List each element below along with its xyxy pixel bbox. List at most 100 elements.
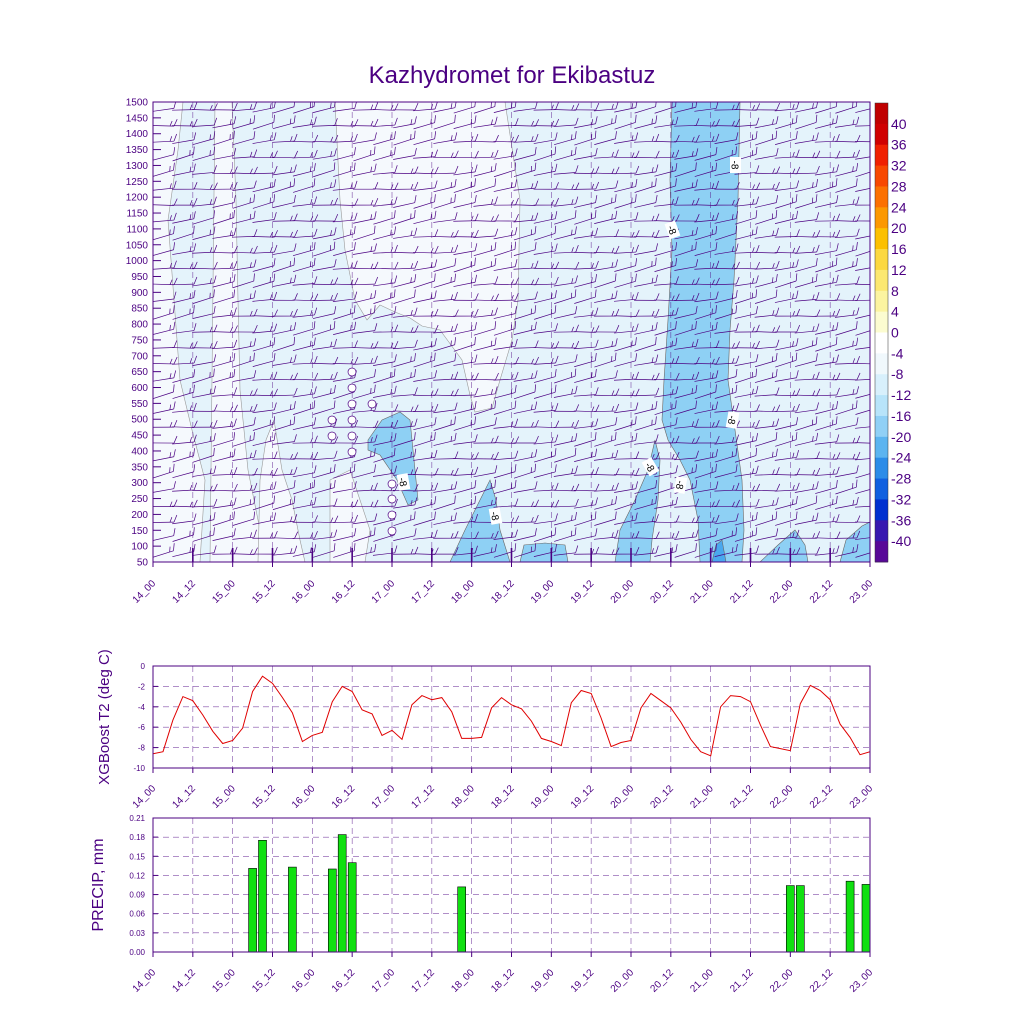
wind-barb-flag [450, 182, 453, 188]
wind-barb-flag [430, 262, 433, 268]
wind-barb [694, 481, 719, 493]
wind-barb-flag [370, 214, 373, 220]
wind-barb-shaft [674, 550, 696, 558]
wind-barb-flag [812, 231, 816, 238]
wind-barb [774, 290, 799, 303]
wind-barb-flag [776, 116, 779, 124]
wind-barb [493, 197, 519, 206]
wind-barb [413, 529, 438, 540]
wind-barb-shaft [714, 520, 737, 525]
wind-barb-shaft [153, 249, 174, 256]
wind-barb-flag [554, 225, 557, 234]
wind-barb-flag [611, 247, 615, 253]
wind-barb [153, 384, 175, 400]
wind-barb [614, 416, 637, 431]
wind-barb-flag [514, 102, 517, 108]
wind-barb-flag [873, 200, 875, 205]
wind-barb-flag [534, 321, 537, 330]
wind-barb-flag [772, 168, 775, 174]
wind-barb-flag [394, 165, 398, 173]
wind-barb-flag [491, 437, 494, 444]
wind-barb-flag [310, 216, 314, 222]
wind-barb-shaft [775, 138, 797, 145]
wind-barb-shaft [714, 233, 736, 241]
wind-barb-flag [530, 467, 532, 473]
wind-barb [774, 370, 799, 382]
contour-label: -8 [488, 507, 503, 525]
wind-barb [332, 180, 358, 191]
wind-barb-flag [209, 485, 213, 491]
wind-barb-flag [470, 454, 474, 460]
wind-barb-flag [736, 482, 740, 491]
wind-barb-flag [715, 321, 718, 330]
wind-barb [513, 321, 537, 335]
wind-barb [393, 368, 416, 383]
wind-barb-shaft [153, 204, 175, 206]
x-tick-label: 16_00 [290, 578, 318, 606]
wind-barb-flag [695, 400, 697, 409]
contour-label: -8 [664, 220, 681, 240]
wind-barb-flag [374, 464, 376, 472]
wind-barb-shaft [252, 315, 275, 317]
y-tick-label: 650 [131, 367, 148, 378]
wind-barb-shaft [453, 202, 476, 208]
wind-barb-flag [253, 370, 257, 378]
wind-barb-flag [554, 305, 557, 313]
wind-barb [634, 372, 660, 381]
wind-barb [393, 497, 418, 509]
wind-barb-flag [294, 372, 298, 380]
wind-barb-shaft [573, 202, 596, 208]
wind-barb-flag [735, 369, 738, 377]
wind-barb-flag [715, 528, 718, 536]
wind-barb [232, 149, 258, 159]
wind-barb-shaft [453, 156, 476, 159]
wind-barb [774, 496, 798, 510]
wind-barb-flag [812, 533, 816, 539]
wind-barb-flag [330, 245, 332, 251]
wind-barb-flag [193, 211, 196, 219]
wind-barb [212, 325, 238, 333]
wind-barb [613, 230, 640, 238]
wind-barb-flag [591, 406, 595, 412]
wind-barb-flag [410, 548, 414, 555]
wind-barb-flag [554, 384, 557, 393]
wind-barb-flag [655, 401, 658, 409]
wind-barb-flag [390, 292, 392, 299]
wind-barb [272, 466, 298, 476]
wind-barb-flag [711, 467, 713, 473]
wind-barb [573, 418, 599, 429]
wind-barb [232, 273, 255, 289]
wind-barb-flag [530, 229, 533, 235]
wind-barb [614, 337, 637, 352]
wind-barb [453, 531, 479, 539]
wind-barb-flag [253, 324, 258, 333]
wind-barb-shaft [855, 392, 870, 399]
wind-barb-flag [736, 261, 740, 269]
wind-barb [554, 289, 577, 304]
wind-barb-flag [474, 164, 478, 172]
colorbar-band [875, 374, 888, 396]
wind-barb-flag [711, 373, 714, 379]
wind-barb-flag [394, 306, 397, 314]
wind-barb-flag [474, 115, 477, 124]
wind-barb-flag [611, 118, 613, 124]
wind-barb-flag [575, 385, 578, 394]
wind-barb-flag [494, 337, 497, 346]
wind-barb-flag [229, 356, 231, 362]
x-tick-label: 21_12 [728, 967, 756, 995]
wind-barb-flag [290, 374, 293, 380]
wind-barb-flag [755, 385, 759, 394]
wind-barb [654, 149, 680, 159]
wind-barb-flag [430, 310, 434, 317]
wind-barb-flag [491, 358, 494, 364]
wind-barb-flag [735, 305, 738, 313]
wind-barb [473, 465, 498, 478]
wind-barb [232, 370, 257, 382]
wind-barb-flag [474, 243, 478, 251]
wind-barb-shaft [534, 233, 556, 241]
wind-barb-flag [293, 178, 296, 186]
wind-barb-flag [574, 447, 577, 456]
wind-barb-shaft [372, 267, 395, 270]
wind-barb-flag [655, 354, 659, 363]
wind-barb-shaft [775, 518, 797, 526]
